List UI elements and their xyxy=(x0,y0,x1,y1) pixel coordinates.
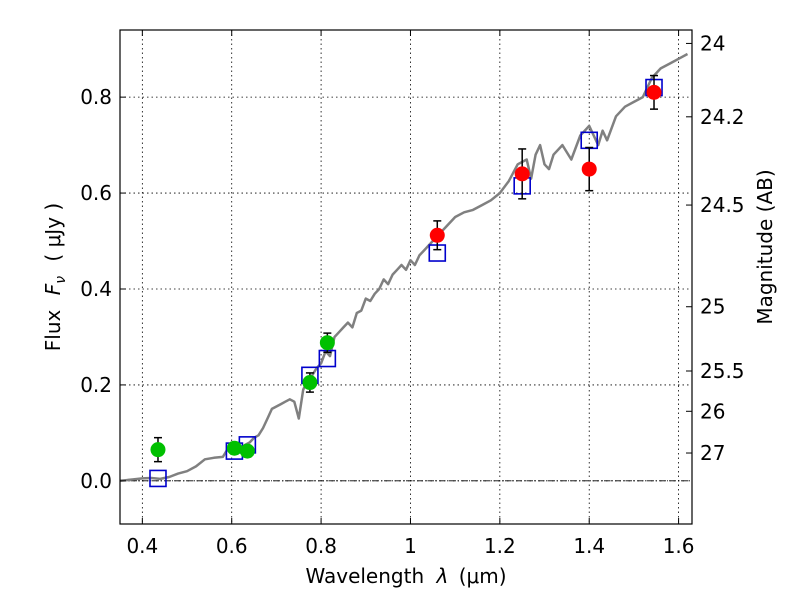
observed-photometry-point xyxy=(429,227,445,243)
y-tick-label: 0.8 xyxy=(80,85,112,109)
axis-ticks: 0.4 0.6 0.8 1 1.2 1.4 1.6 0.0 0.2 0.4 0.6 0.8 24 24.2… xyxy=(80,30,745,558)
y2-tick-label: 24.2 xyxy=(700,105,745,129)
right-axis-title: Magnitude (AB) xyxy=(753,169,777,324)
y-tick-label: 0.6 xyxy=(80,181,112,205)
observed-photometry-point xyxy=(319,335,335,351)
model-photometry-square xyxy=(149,469,167,488)
observed-photometry-point xyxy=(514,166,530,182)
x-tick-label: 0.4 xyxy=(126,534,158,558)
observed-photometry-point xyxy=(581,161,597,177)
y2-tick-label: 25 xyxy=(700,295,725,319)
plot-frame xyxy=(119,29,693,525)
observed-photometry-point xyxy=(239,443,255,459)
x-axis-title: Wavelength λ (μm) xyxy=(305,564,506,588)
x-tick-label: 1.2 xyxy=(484,534,516,558)
x-tick-label: 1.6 xyxy=(663,534,695,558)
y2-tick-label: 25.5 xyxy=(700,359,745,383)
observed-photometry-point xyxy=(226,440,242,456)
y2-tick-label: 27 xyxy=(700,441,725,465)
y2-tick-label: 24 xyxy=(700,31,725,55)
observed-photometry-point xyxy=(302,375,318,391)
x-tick-label: 0.8 xyxy=(305,534,337,558)
y-tick-label: 0.4 xyxy=(80,277,112,301)
y-axis-title: Flux Fν ( μJy ) xyxy=(41,203,70,351)
y2-tick-label: 24.5 xyxy=(700,193,745,217)
y-tick-label: 0.0 xyxy=(80,469,112,493)
y-tick-label: 0.2 xyxy=(80,373,112,397)
observed-photometry-point xyxy=(150,442,166,458)
y2-tick-label: 26 xyxy=(700,399,725,423)
x-tick-label: 1.4 xyxy=(573,534,605,558)
x-tick-label: 0.6 xyxy=(216,534,248,558)
data-series xyxy=(119,52,689,488)
grid-lines xyxy=(120,30,692,524)
observed-photometry-point xyxy=(646,84,662,100)
x-tick-label: 1 xyxy=(404,534,417,558)
